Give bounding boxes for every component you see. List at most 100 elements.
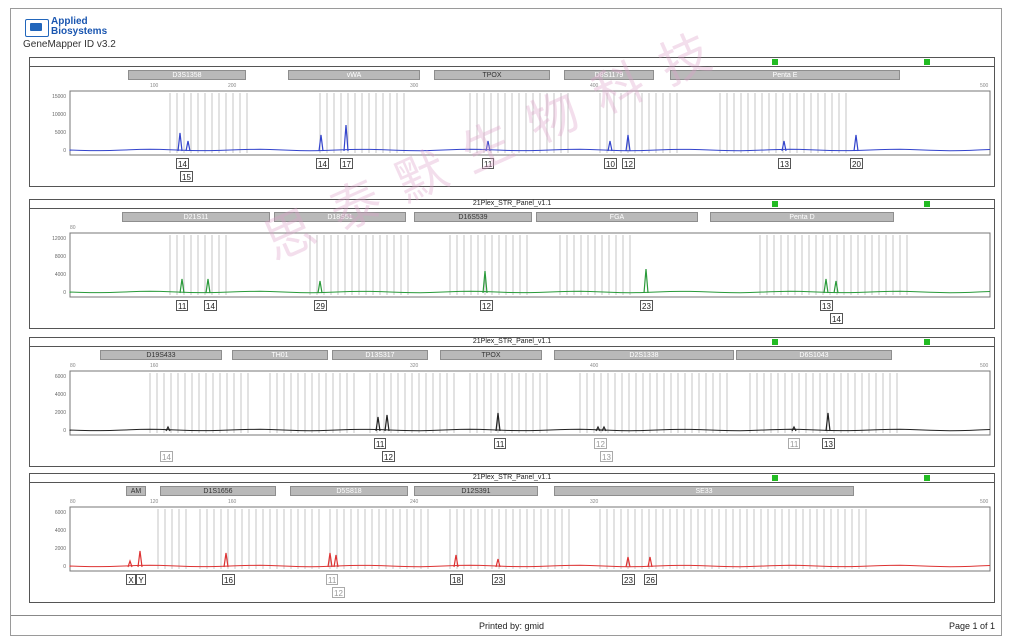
allele-call-label[interactable]: 10 [604, 158, 617, 169]
allele-call-label[interactable]: 14 [204, 300, 217, 311]
size-scale-label: 320 [590, 499, 599, 505]
allele-call-label[interactable]: 11 [374, 438, 387, 449]
allele-peak [495, 558, 501, 568]
allele-call-label[interactable]: 23 [640, 300, 653, 311]
allele-call-label[interactable]: 13 [778, 158, 791, 169]
y-axis-tick-label: 4000 [54, 272, 66, 278]
size-scale-label: 500 [980, 83, 989, 89]
allele-call-label[interactable]: 14 [176, 158, 189, 169]
allele-call-label[interactable]: 13 [600, 451, 613, 462]
page-number: Page 1 of 1 [948, 621, 995, 631]
allele-peak [643, 268, 649, 294]
electropherogram-plot[interactable] [69, 90, 991, 156]
allele-peak [343, 124, 349, 152]
size-scale-label: 80 [70, 363, 76, 369]
marker-header[interactable]: FGA [536, 212, 698, 222]
allele-call-label[interactable]: 14 [316, 158, 329, 169]
allele-peak [317, 280, 323, 294]
marker-header[interactable]: D8S1179 [564, 70, 654, 80]
marker-header[interactable]: TH01 [232, 350, 328, 360]
marker-header[interactable]: Penta E [670, 70, 900, 80]
size-scale-label: 80 [70, 225, 76, 231]
marker-header[interactable]: AM [126, 486, 146, 496]
marker-header[interactable]: vWA [288, 70, 420, 80]
marker-header[interactable]: Penta D [710, 212, 894, 222]
marker-header[interactable]: D19S433 [100, 350, 222, 360]
y-axis-tick-label: 4000 [54, 528, 66, 534]
y-axis-tick-label: 10000 [52, 112, 66, 118]
dye-panel: 21Plex_STR_Panel_v1.1 D21S11 D18S51 D16S539… [29, 199, 995, 329]
allele-call-label[interactable]: 14 [160, 451, 173, 462]
marker-header[interactable]: D2S1338 [554, 350, 734, 360]
allele-call-label[interactable]: 11 [482, 158, 495, 169]
allele-call-label[interactable]: 29 [314, 300, 327, 311]
size-scale-label: 120 [150, 499, 159, 505]
marker-header[interactable]: D18S51 [274, 212, 406, 222]
report-page: Applied Biosystems GeneMapper ID v3.2 D3… [10, 8, 1002, 636]
marker-header[interactable]: D5S818 [290, 486, 408, 496]
size-scale-label: 500 [980, 499, 989, 505]
allele-call-label[interactable]: 12 [332, 587, 345, 598]
allele-call-label[interactable]: 16 [222, 574, 235, 585]
dye-panel: 21Plex_STR_Panel_v1.1 AM D1S1656 D5S818 D12S… [29, 473, 995, 603]
marker-header[interactable]: SE33 [554, 486, 854, 496]
panel-title: 21Plex_STR_Panel_v1.1 [472, 474, 552, 481]
marker-header[interactable]: TPOX [440, 350, 542, 360]
baseline-trace [69, 564, 991, 568]
sizing-quality-indicator [772, 475, 778, 481]
allele-call-label[interactable]: 17 [340, 158, 353, 169]
electropherogram-plot[interactable] [69, 232, 991, 298]
allele-peak [647, 556, 653, 568]
marker-header[interactable]: D1S1656 [160, 486, 276, 496]
panel-title-bar: 21Plex_STR_Panel_v1.1 [30, 474, 994, 483]
allele-call-label[interactable]: 11 [326, 574, 339, 585]
y-axis-tick-label: 15000 [52, 94, 66, 100]
allele-call-label[interactable]: Y [136, 574, 146, 585]
size-scale-label: 200 [228, 83, 237, 89]
marker-header[interactable]: D6S1043 [736, 350, 892, 360]
allele-call-label[interactable]: 18 [450, 574, 463, 585]
allele-peak [185, 140, 191, 152]
allele-call-label[interactable]: 12 [622, 158, 635, 169]
allele-call-label[interactable]: 14 [830, 313, 843, 324]
allele-peak [625, 556, 631, 568]
allele-peak [318, 134, 324, 152]
electropherogram-plot[interactable] [69, 370, 991, 436]
marker-header[interactable]: TPOX [434, 70, 550, 80]
size-scale-label: 160 [150, 363, 159, 369]
allele-call-label[interactable]: 12 [480, 300, 493, 311]
allele-call-label[interactable]: 23 [622, 574, 635, 585]
allele-call-label[interactable]: 20 [850, 158, 863, 169]
sizing-quality-indicator [772, 201, 778, 207]
size-scale-label: 500 [980, 363, 989, 369]
allele-peak [177, 132, 183, 152]
allele-call-label[interactable]: 11 [176, 300, 189, 311]
electropherogram-plot[interactable] [69, 506, 991, 572]
y-axis-tick-label: 5000 [54, 130, 66, 136]
allele-call-label[interactable]: 15 [180, 171, 193, 182]
allele-call-label[interactable]: 26 [644, 574, 657, 585]
marker-header[interactable]: D3S1358 [128, 70, 246, 80]
allele-call-label[interactable]: X [126, 574, 136, 585]
y-axis-tick-label: 2000 [54, 546, 66, 552]
printed-by: Printed by: gmid [479, 621, 545, 631]
allele-call-label[interactable]: 13 [820, 300, 833, 311]
allele-call-label[interactable]: 12 [382, 451, 395, 462]
marker-header[interactable]: D13S317 [332, 350, 428, 360]
marker-header[interactable]: D21S11 [122, 212, 270, 222]
baseline-trace [69, 428, 991, 432]
allele-call-label[interactable]: 11 [788, 438, 801, 449]
allele-call-label[interactable]: 11 [494, 438, 507, 449]
allele-call-label[interactable]: 23 [492, 574, 505, 585]
marker-header[interactable]: D12S391 [414, 486, 538, 496]
allele-call-label[interactable]: 12 [594, 438, 607, 449]
size-scale-label: 320 [410, 363, 419, 369]
marker-header[interactable]: D16S539 [414, 212, 532, 222]
allele-peak [137, 550, 143, 568]
size-scale-label: 400 [590, 363, 599, 369]
allele-peak [485, 140, 491, 152]
sizing-quality-indicator [924, 339, 930, 345]
brand-name: Applied Biosystems [51, 17, 107, 37]
size-scale-label: 240 [410, 499, 419, 505]
allele-call-label[interactable]: 13 [822, 438, 835, 449]
